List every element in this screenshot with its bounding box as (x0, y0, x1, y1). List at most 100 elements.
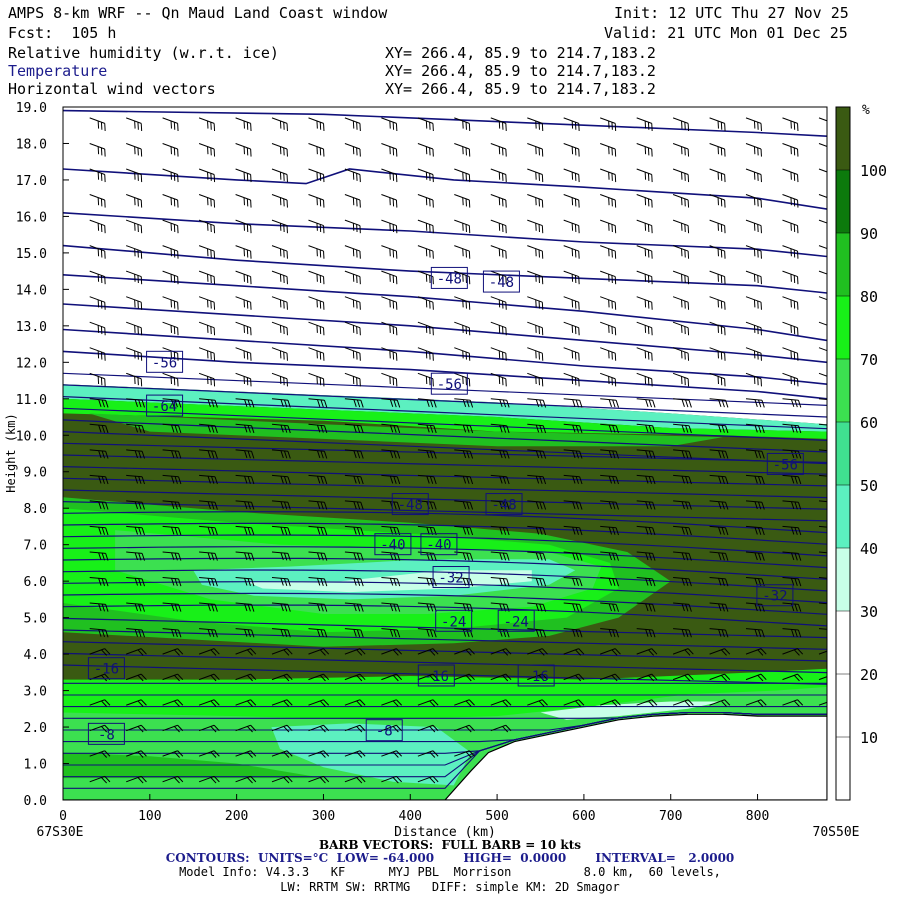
temp-contour-mid (63, 664, 827, 685)
colorbar-bin (836, 296, 850, 359)
wind-barb (417, 372, 434, 387)
wind-barb (490, 724, 512, 733)
x-tick-label: 400 (399, 809, 422, 824)
wind-barb (126, 750, 147, 758)
temp-contour-label: -40 (420, 533, 458, 556)
temp-contour-label-text: -24 (441, 614, 466, 630)
y-tick-label: 15.0 (16, 247, 47, 262)
wind-barb (600, 449, 619, 459)
field-temp-name: Temperature (8, 62, 108, 80)
wind-barb (89, 577, 109, 587)
temp-contour-mid (63, 501, 827, 522)
wind-barb (235, 143, 252, 157)
wind-barb (417, 699, 439, 707)
temp-contour-label-text: -48 (398, 498, 423, 514)
wind-barb (600, 245, 617, 259)
wind-barb (381, 602, 401, 612)
wind-barb (563, 372, 580, 387)
wind-barb (563, 296, 580, 310)
wind-barb (527, 648, 548, 656)
temp-contour-label: -48 (485, 493, 523, 516)
wind-barb (162, 500, 182, 510)
y-tick-label: 12.0 (16, 356, 47, 371)
y-tick-label: 6.0 (24, 575, 47, 590)
wind-barb (344, 296, 361, 310)
temp-contour-mid (63, 442, 827, 464)
wind-barb (126, 500, 145, 510)
temp-contour-label-text: -24 (504, 614, 529, 630)
wind-barb (235, 551, 255, 561)
y-tick-label: 4.0 (24, 648, 47, 663)
temp-contour-mid (63, 581, 827, 604)
wind-barb (563, 699, 585, 707)
temp-contour-upper (63, 212, 827, 258)
wind-barb (636, 245, 653, 259)
wind-barb (563, 398, 583, 408)
wind-barb (199, 551, 218, 561)
wind-barb (126, 602, 145, 612)
wind-barb (600, 194, 617, 208)
wind-barb (344, 602, 364, 612)
x-tick-label: 300 (312, 809, 335, 824)
wind-barb (673, 602, 692, 612)
wind-barb (709, 117, 726, 132)
temp-contour-mid (63, 511, 827, 534)
wind-barb (527, 500, 547, 510)
wind-barb (126, 628, 145, 638)
wind-barb (417, 423, 437, 434)
wind-barb (381, 168, 398, 183)
wind-barb (271, 296, 288, 310)
wind-barb (600, 168, 617, 183)
wind-barb (745, 500, 765, 510)
wind-barb (271, 648, 293, 656)
x-tick-label: 0 (59, 809, 67, 824)
wind-barb (454, 168, 471, 183)
field-wind-name: Horizontal wind vectors (8, 80, 216, 98)
wind-barb (673, 551, 692, 561)
colorbar-bin (836, 422, 850, 485)
temp-contour-label: -56 (146, 350, 184, 373)
wind-barb (308, 296, 325, 310)
wind-barb (162, 321, 179, 336)
wind-barb (381, 474, 401, 485)
wind-barb (162, 168, 179, 183)
wind-barb (454, 347, 471, 361)
wind-barb (308, 117, 325, 132)
wind-barb (308, 525, 328, 536)
temp-contour-mid (63, 617, 827, 639)
wind-barb (745, 474, 765, 485)
wind-barb (126, 648, 147, 656)
wind-barb (600, 648, 621, 656)
x-tick-label: 500 (485, 809, 508, 824)
y-tick-label: 5.0 (24, 612, 47, 627)
wind-barb (600, 296, 617, 310)
wind-barb (490, 372, 507, 387)
model-info: Model Info: V4.3.3 KF MYJ PBL Morrison 8… (179, 865, 721, 879)
wind-barb (271, 423, 291, 434)
wind-barb (745, 143, 762, 157)
temp-contour-mid (63, 477, 827, 499)
wind-barb (782, 500, 802, 510)
wind-barb (381, 270, 398, 285)
wind-barb (344, 551, 364, 561)
wind-barb (672, 219, 690, 234)
wind-barb (271, 577, 291, 587)
wind-barb (235, 270, 252, 285)
wind-barb (454, 699, 475, 707)
colorbar: 10 20 30 40 50 60 70 80 90 100% (835, 103, 887, 801)
wind-barb (673, 474, 692, 485)
wind-barb (600, 321, 617, 336)
forecast-hour: Fcst: 105 h (8, 24, 117, 42)
wind-barb (745, 398, 765, 408)
wind-barb (126, 551, 145, 561)
wind-barb (454, 245, 471, 259)
wind-barb (709, 372, 726, 387)
wind-barb (235, 724, 257, 733)
temp-contour-label: -8 (87, 722, 125, 745)
colorbar-tick-label: 100 (860, 162, 887, 180)
wind-barb (308, 347, 325, 361)
wind-barb (89, 602, 109, 612)
wind-barb (490, 699, 512, 707)
wind-barb (745, 321, 762, 336)
wind-barb (527, 398, 547, 408)
